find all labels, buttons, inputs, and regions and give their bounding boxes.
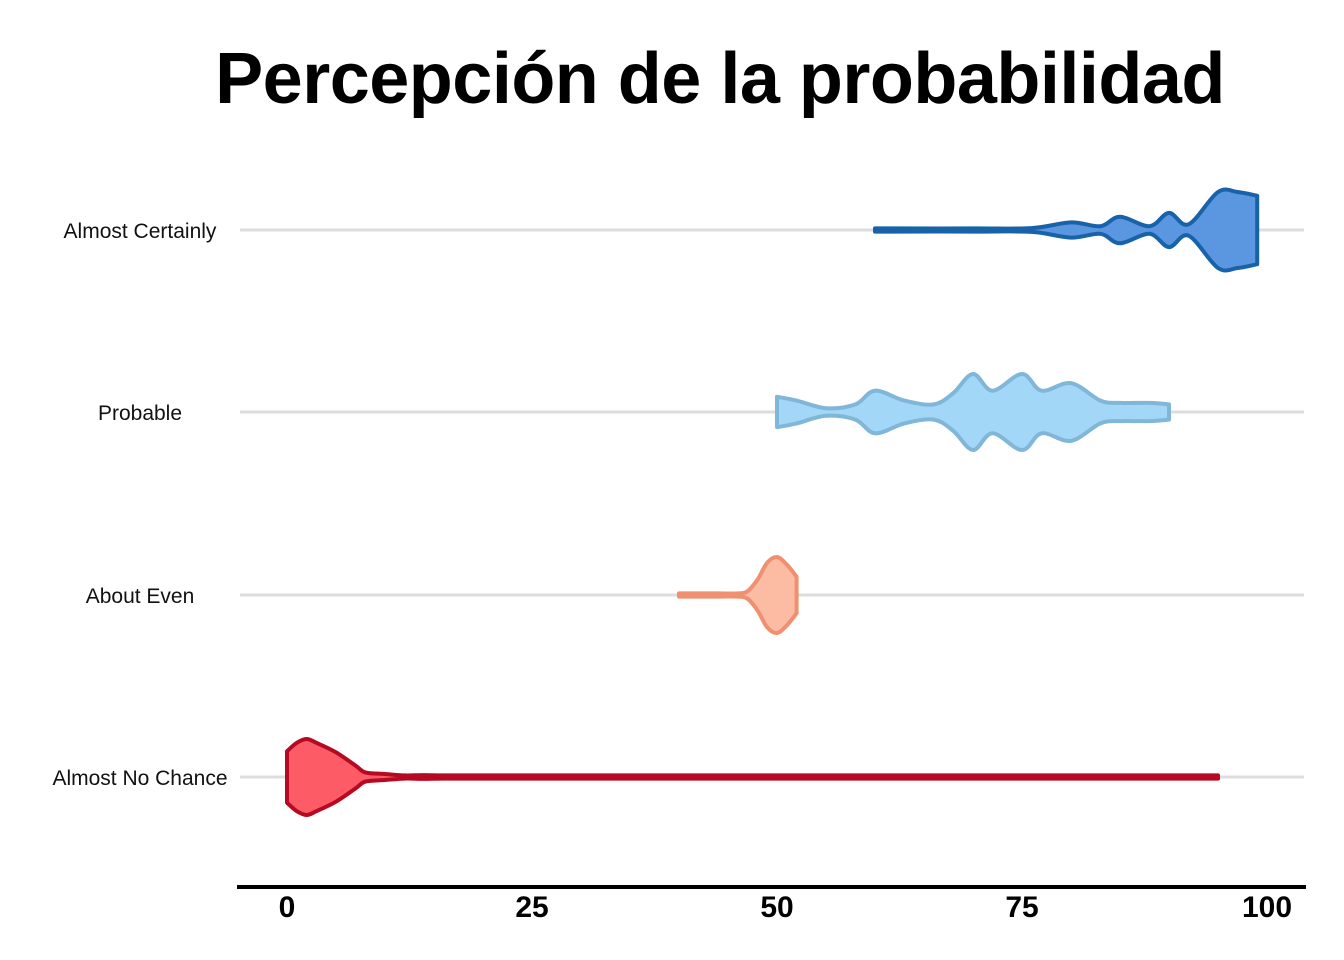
grid-lines (240, 228, 1304, 779)
x-tick-label-0: 0 (279, 891, 296, 924)
x-axis-ticks: 0 25 50 75 100 (279, 891, 1292, 924)
category-label-about-even: About Even (86, 585, 195, 608)
chart-title: Percepción de la probabilidad (215, 39, 1225, 119)
x-tick-label-100: 100 (1242, 891, 1292, 924)
x-tick-label-25: 25 (515, 891, 548, 924)
violin-almost-no-chance (285, 737, 1220, 817)
violins (285, 187, 1260, 817)
category-labels: Almost Certainly Probable About Even Almost… (52, 220, 227, 790)
category-label-probable: Probable (98, 402, 182, 425)
violin-almost-certainly (873, 187, 1260, 273)
violin-probable (775, 372, 1171, 452)
category-label-almost-no-chance: Almost No Chance (52, 767, 227, 790)
category-label-almost-certainly: Almost Certainly (64, 220, 217, 243)
x-tick-label-75: 75 (1005, 891, 1038, 924)
x-tick-label-50: 50 (760, 891, 793, 924)
violin-about-even (677, 554, 799, 636)
